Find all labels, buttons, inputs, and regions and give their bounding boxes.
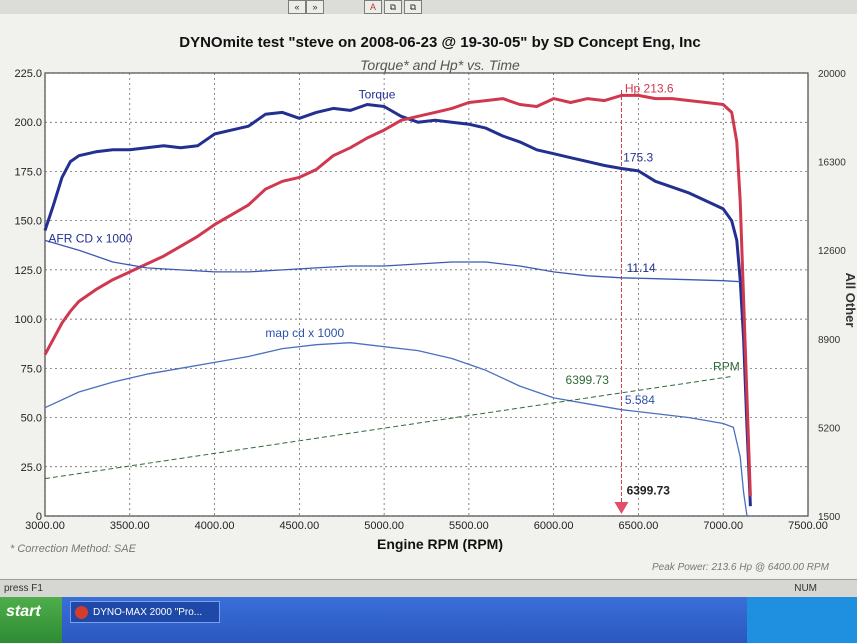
y2-axis-label: All Other (843, 273, 857, 328)
paste-button[interactable]: ⧉ (404, 0, 422, 14)
annotation-label: 5.584 (625, 393, 655, 407)
y2-tick-label: 1500 (818, 512, 841, 523)
y-tick-label: 75.0 (21, 363, 42, 375)
correction-note: * Correction Method: SAE (10, 543, 137, 555)
x-tick-label: 4000.00 (195, 520, 235, 532)
annotation-label: 6399.73 (627, 483, 671, 497)
x-tick-label: 5000.00 (364, 520, 404, 532)
annotation-label: Torque (359, 88, 396, 102)
peak-power-note: Peak Power: 213.6 Hp @ 6400.00 RPM (652, 562, 830, 573)
x-tick-label: 6000.00 (534, 520, 574, 532)
dynomax-app-icon (75, 606, 88, 619)
series-line-torque (43, 103, 752, 507)
x-tick-label: 6500.00 (619, 520, 659, 532)
y2-tick-label: 12600 (818, 246, 846, 257)
forward-button[interactable]: » (306, 0, 324, 14)
annotation-label: 6399.73 (566, 373, 610, 387)
taskbar-item-dynomax[interactable]: DYNO-MAX 2000 "Pro... (70, 601, 220, 623)
y-tick-label: 0 (36, 511, 42, 523)
y-tick-label: 225.0 (14, 68, 42, 80)
cursor-marker-icon (614, 502, 629, 514)
page-title: DYNOmite test "steve on 2008-06-23 @ 19-… (179, 34, 701, 51)
y-tick-label: 125.0 (14, 265, 42, 277)
y2-tick-label: 16300 (818, 158, 846, 169)
series-line-afr-cd-x-1000 (44, 239, 741, 283)
series-line-map-cd-x-1000 (44, 342, 748, 517)
status-hint: press F1 (4, 583, 43, 594)
annotation-label: 11.14 (627, 261, 656, 275)
toolbar: « » A ⧉ ⧉ (0, 0, 857, 15)
series-line-rpm (44, 375, 734, 480)
y-tick-label: 100.0 (14, 314, 42, 326)
y-tick-label: 150.0 (14, 216, 42, 228)
series-line-hp (43, 93, 752, 497)
annotation-label: 175.3 (623, 151, 653, 165)
y2-tick-label: 20000 (818, 69, 846, 80)
annotation-label: Hp 213.6 (625, 82, 674, 96)
x-tick-label: 3500.00 (110, 520, 150, 532)
annotation-label: map cd x 1000 (265, 326, 344, 340)
plot-area (44, 72, 809, 517)
x-tick-label: 5500.00 (449, 520, 489, 532)
x-tick-label: 7000.00 (703, 520, 743, 532)
taskbar-item-label: DYNO-MAX 2000 "Pro... (93, 607, 203, 618)
x-tick-label: 7500.00 (788, 520, 828, 532)
annotation-label: RPM (713, 359, 740, 373)
x-tick-label: 3000.00 (25, 520, 65, 532)
status-bar: press F1 NUM (0, 579, 857, 598)
system-tray[interactable] (747, 597, 857, 643)
copy-button[interactable]: ⧉ (384, 0, 402, 14)
x-axis-label: Engine RPM (RPM) (377, 536, 503, 552)
chart-title: Torque* and Hp* vs. Time (360, 57, 520, 73)
x-tick-label: 4500.00 (279, 520, 319, 532)
y-tick-label: 25.0 (21, 462, 42, 474)
font-button[interactable]: A (364, 0, 382, 14)
annotation-label: AFR CD x 1000 (48, 231, 132, 245)
taskbar: start DYNO-MAX 2000 "Pro... (0, 597, 857, 643)
y2-tick-label: 8900 (818, 335, 841, 346)
back-button[interactable]: « (288, 0, 306, 14)
y2-tick-label: 5200 (818, 423, 841, 434)
dyno-chart: 3000.00 3500.00 4000.00 4500.00 5000.00 5500.… (10, 57, 857, 573)
y-tick-label: 200.0 (14, 117, 42, 129)
y-tick-label: 175.0 (14, 166, 42, 178)
y-tick-label: 50.0 (21, 413, 42, 425)
start-label: start (6, 603, 41, 620)
start-button[interactable]: start (0, 597, 62, 643)
num-lock-indicator: NUM (794, 583, 817, 594)
